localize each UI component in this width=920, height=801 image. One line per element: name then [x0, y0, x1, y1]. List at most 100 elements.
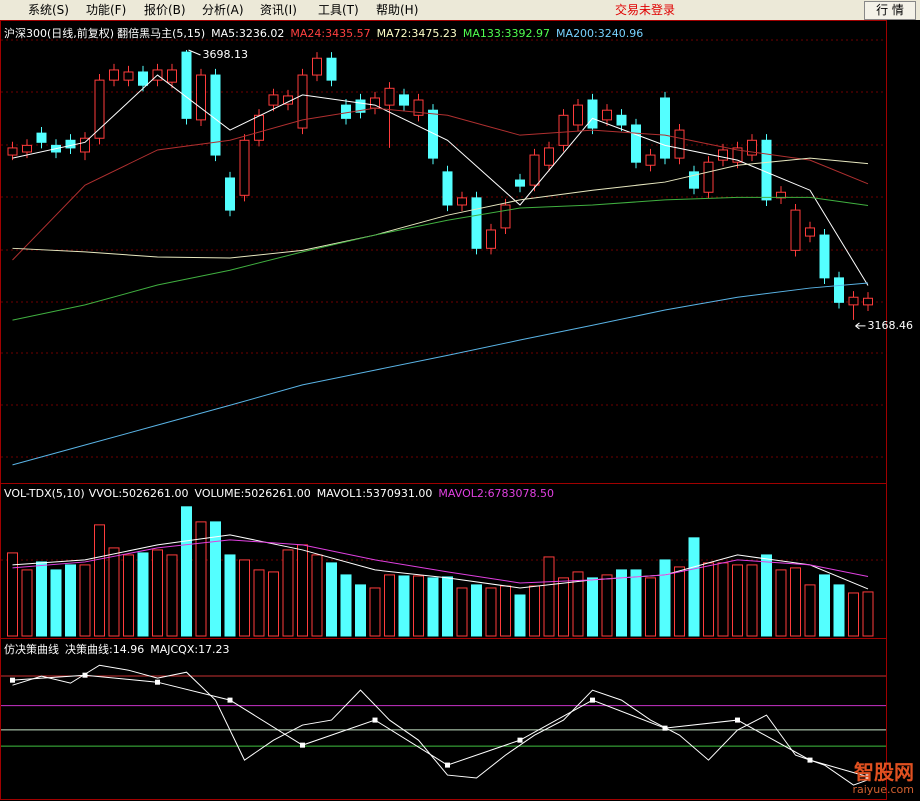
volume-bar [862, 591, 874, 637]
legend-label: MAVOL2: [438, 487, 488, 500]
candle-body [819, 234, 830, 279]
volume-bar [369, 587, 381, 637]
volume-bar [833, 584, 845, 637]
price-header: 沪深300(日线,前复权) 翻倍黑马主(5,15) MA5:3236.02 MA24:… [4, 25, 649, 41]
volume-bar [703, 562, 714, 637]
login-status: 交易未登录 [615, 3, 676, 17]
indicator-marker [865, 774, 871, 780]
candle-body [167, 69, 177, 83]
volume-bar [587, 577, 598, 637]
legend-label: MA24: [290, 27, 326, 40]
legend-label: VOLUME: [194, 487, 245, 500]
candle-body [645, 154, 656, 166]
menu-item[interactable]: 工具(T) [318, 3, 359, 17]
volume-bar [732, 564, 743, 637]
volume-bar [268, 571, 279, 637]
volume-bar [674, 566, 685, 637]
candle-body [558, 114, 569, 146]
ma-line [12, 107, 869, 261]
quote-button[interactable]: 行 情 [864, 1, 916, 20]
volume-bar [297, 544, 308, 637]
legend-value: 5370931.00 [365, 487, 433, 500]
legend-label: MA5: [211, 27, 239, 40]
legend-value: 3236.02 [238, 27, 285, 40]
volume-bar [340, 574, 352, 637]
candle-body [848, 296, 859, 306]
menu-item[interactable]: 资讯(I) [260, 3, 297, 17]
volume-bar [137, 552, 149, 637]
volume-bar [543, 556, 555, 637]
candle-body [442, 171, 453, 206]
candle-body [718, 149, 728, 161]
indicator-marker [590, 697, 595, 703]
volume-bar [848, 592, 859, 637]
indicator-marker [372, 717, 378, 723]
volume-bar [804, 584, 816, 637]
volume-bar [717, 562, 729, 637]
volume-bar [746, 564, 758, 637]
legend-value: 14.96 [112, 643, 145, 656]
volume-bar [282, 549, 294, 637]
candle-body [239, 139, 250, 196]
volume-bar [79, 564, 91, 637]
volume-bar [761, 554, 772, 637]
volume-bar [7, 552, 18, 637]
indicator-marker [82, 672, 88, 678]
legend-value: 17.23 [198, 643, 230, 656]
legend-value: 5026261.00 [244, 487, 311, 500]
volume-bar [224, 554, 236, 637]
candle-body [384, 87, 395, 106]
menu-item[interactable]: 系统(S) [28, 3, 69, 17]
title: 仿决策曲线 [4, 643, 59, 656]
menu-bar: 系统(S) 功能(F) 报价(B) 分析(A) 资讯(I) 工具(T) 帮助(H) [0, 0, 920, 20]
volume-bar [65, 564, 76, 637]
volume-bar [601, 574, 613, 637]
indicator-marker [735, 717, 740, 723]
legend-label: MA200: [556, 27, 598, 40]
menu-item[interactable]: 分析(A) [202, 3, 244, 17]
legend-value: 5026261.00 [122, 487, 189, 500]
candle-body [500, 204, 511, 229]
ma-line [12, 282, 869, 466]
candle-body [225, 177, 235, 211]
volume-bar [529, 585, 540, 637]
candle-body [602, 109, 612, 121]
candle-body [94, 79, 105, 139]
watermark: 智股网 raiyue.com [852, 762, 914, 799]
subtitle: 翻倍黑马主(5,15) [117, 27, 206, 40]
menu-item[interactable]: 帮助(H) [376, 3, 419, 17]
volume-bar [152, 549, 163, 637]
candle-body [529, 154, 540, 186]
mavol-line [12, 534, 869, 590]
menu-item[interactable]: 报价(B) [144, 3, 186, 17]
mavol-line [12, 539, 869, 584]
candle-body [109, 69, 119, 81]
volume-bar [442, 576, 453, 637]
indicator-marker [662, 725, 668, 731]
volume-bar [616, 569, 627, 637]
volume-bar [326, 562, 337, 637]
legend-value: 3435.57 [325, 27, 371, 40]
legend-value: 3240.96 [597, 27, 644, 40]
legend-label: MA133: [462, 27, 505, 40]
volume-bar [195, 521, 207, 637]
menu-item[interactable]: 功能(F) [86, 3, 127, 17]
volume-bar [572, 571, 584, 637]
candle-body [36, 132, 47, 143]
candle-body [747, 139, 757, 156]
candle-body [660, 97, 670, 159]
volume-bar [181, 506, 192, 637]
candle-body [297, 74, 308, 129]
ma-line [12, 74, 869, 286]
volume-bar [94, 524, 105, 637]
candle-body [138, 71, 148, 86]
volume-bar [21, 569, 33, 637]
legend-label: MAJCQX: [150, 643, 199, 656]
volume-bar [688, 537, 700, 637]
legend-label: MAVOL1: [316, 487, 366, 500]
min-label: 3168.46 [868, 319, 914, 332]
volume-bar [630, 569, 642, 637]
title: 沪深300(日线,前复权) [4, 27, 115, 40]
candle-body [616, 114, 627, 126]
